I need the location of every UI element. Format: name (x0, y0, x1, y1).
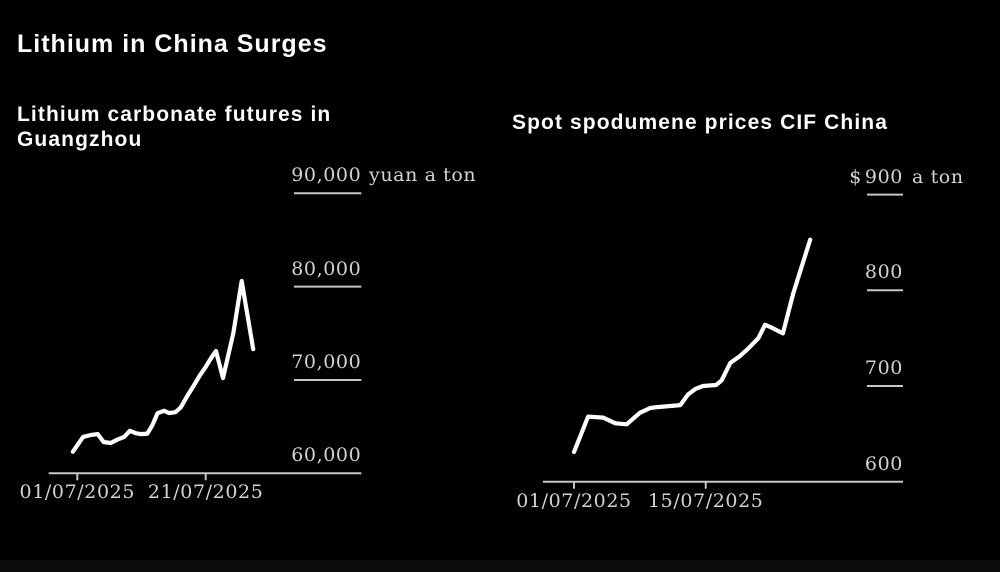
x-axis-label-right: 01/07/2025 (516, 490, 632, 512)
chart-subtitle-spodumene: Spot spodumene prices CIF China (512, 111, 888, 134)
y-axis-label-right: 700 (864, 357, 903, 379)
bottom-strip (0, 560, 1000, 572)
chart-subtitle-lithium-carbonate: Lithium carbonate futures in Guangzhou (17, 103, 332, 151)
x-axis-label-right: 15/07/2025 (647, 490, 764, 512)
y-axis-label-right: 800 (864, 261, 903, 284)
y-axis-label-left: 80,000 (291, 257, 362, 280)
x-axis-label-left: 01/07/2025 (19, 481, 136, 503)
price-line-left (70, 278, 256, 454)
y-axis-unit-left: yuan a ton (369, 164, 477, 187)
y-axis-label-left: 60,000 (291, 444, 362, 467)
y-axis-label-right: 600 (864, 452, 903, 475)
price-line-right (571, 237, 813, 455)
y-axis-label-left: 90,000 (291, 164, 362, 187)
page-title: Lithium in China Surges (17, 30, 328, 58)
y-axis-unit-right: a ton (912, 165, 964, 188)
y-axis-label-right: $900 (849, 165, 903, 188)
x-axis-label-left: 21/07/2025 (147, 481, 264, 503)
y-axis-label-left: 70,000 (291, 350, 362, 373)
currency-prefix: $ (849, 165, 862, 188)
